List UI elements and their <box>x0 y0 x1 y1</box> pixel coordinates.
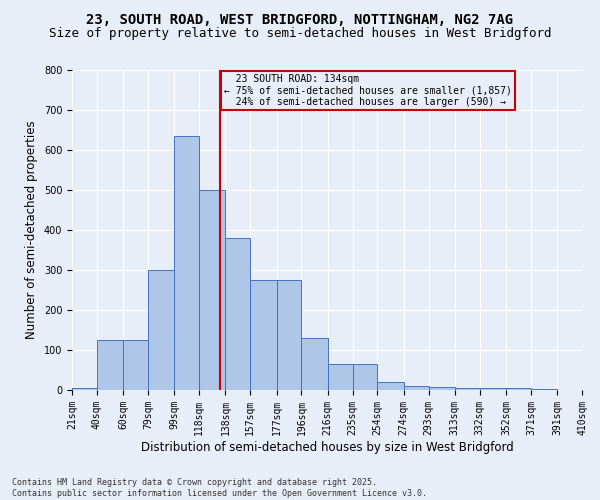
Bar <box>174 136 199 390</box>
Bar <box>428 387 455 390</box>
Bar <box>250 280 277 390</box>
Bar <box>506 388 531 390</box>
Bar <box>404 386 428 390</box>
X-axis label: Distribution of semi-detached houses by size in West Bridgford: Distribution of semi-detached houses by … <box>140 440 514 454</box>
Text: Size of property relative to semi-detached houses in West Bridgford: Size of property relative to semi-detach… <box>49 28 551 40</box>
Text: Contains HM Land Registry data © Crown copyright and database right 2025.
Contai: Contains HM Land Registry data © Crown c… <box>12 478 427 498</box>
Bar <box>353 364 377 390</box>
Bar <box>480 388 506 390</box>
Bar <box>123 340 148 390</box>
Bar <box>531 389 557 390</box>
Bar <box>226 238 250 390</box>
Bar <box>199 190 226 390</box>
Text: 23 SOUTH ROAD: 134sqm
← 75% of semi-detached houses are smaller (1,857)
  24% of: 23 SOUTH ROAD: 134sqm ← 75% of semi-deta… <box>224 74 512 107</box>
Bar <box>97 340 123 390</box>
Bar <box>377 382 404 390</box>
Bar <box>455 388 480 390</box>
Bar <box>328 364 353 390</box>
Y-axis label: Number of semi-detached properties: Number of semi-detached properties <box>25 120 38 340</box>
Text: 23, SOUTH ROAD, WEST BRIDGFORD, NOTTINGHAM, NG2 7AG: 23, SOUTH ROAD, WEST BRIDGFORD, NOTTINGH… <box>86 12 514 26</box>
Bar <box>277 280 301 390</box>
Bar <box>72 388 97 390</box>
Bar <box>148 270 174 390</box>
Bar <box>301 338 328 390</box>
